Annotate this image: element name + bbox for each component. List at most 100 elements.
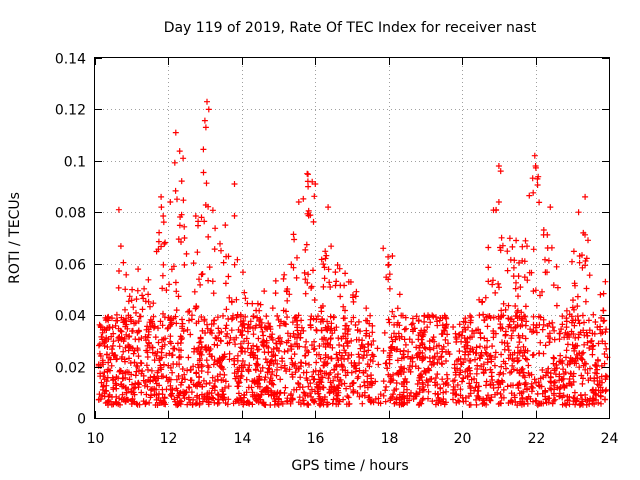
data-point	[219, 393, 226, 400]
data-point	[231, 370, 238, 377]
data-point	[425, 388, 432, 395]
data-point	[305, 271, 312, 278]
data-point	[505, 347, 512, 354]
data-point	[343, 385, 350, 392]
data-point	[445, 382, 452, 388]
data-point	[460, 318, 467, 325]
data-point	[143, 399, 150, 406]
data-point	[260, 332, 267, 339]
data-point	[200, 377, 207, 384]
data-point	[308, 313, 315, 320]
data-point	[363, 330, 370, 337]
data-point	[337, 282, 344, 289]
data-point	[492, 391, 498, 398]
data-point	[258, 391, 265, 398]
data-point	[340, 396, 347, 403]
data-point	[576, 364, 583, 371]
data-point	[256, 383, 263, 390]
data-point	[394, 357, 401, 364]
x-tick-label: 16	[307, 431, 325, 447]
data-point	[301, 390, 308, 397]
data-point	[211, 246, 218, 253]
data-point	[516, 370, 523, 377]
y-tick-label: 0.08	[55, 206, 86, 222]
data-point	[302, 276, 309, 283]
data-point	[505, 302, 512, 309]
data-point	[366, 333, 373, 340]
data-point	[404, 399, 411, 406]
x-tick-label: 12	[160, 431, 178, 447]
data-point	[570, 373, 577, 380]
data-point	[402, 341, 409, 348]
data-point	[203, 395, 210, 402]
data-point	[520, 343, 527, 350]
data-point	[211, 341, 218, 348]
data-point	[461, 324, 468, 331]
data-point	[568, 328, 575, 335]
data-point	[529, 384, 536, 391]
data-point	[113, 393, 120, 400]
data-point	[598, 400, 604, 407]
data-point	[330, 314, 337, 321]
data-point	[198, 271, 205, 278]
data-point	[266, 362, 273, 369]
data-point	[556, 330, 563, 337]
data-point	[364, 373, 371, 380]
data-point	[176, 346, 182, 353]
data-point	[559, 313, 566, 320]
data-point	[106, 354, 112, 361]
data-point	[123, 271, 130, 278]
data-point	[348, 337, 355, 344]
data-point	[473, 401, 480, 408]
data-point	[160, 310, 166, 317]
data-point	[464, 373, 471, 380]
data-point	[288, 346, 295, 353]
data-point	[150, 300, 157, 307]
data-point	[152, 334, 159, 341]
data-point	[115, 325, 122, 332]
data-point	[307, 380, 314, 387]
data-point	[337, 376, 344, 383]
data-point	[135, 266, 142, 273]
data-point	[131, 391, 138, 398]
data-point	[427, 346, 434, 353]
data-point	[564, 393, 571, 400]
data-point	[473, 370, 480, 377]
data-point	[385, 253, 392, 260]
data-point	[570, 398, 577, 405]
data-point	[225, 273, 232, 280]
x-tick-label: 24	[601, 431, 619, 447]
data-point	[400, 351, 407, 358]
data-point	[237, 372, 244, 379]
data-point	[134, 363, 141, 370]
data-point	[427, 319, 434, 326]
data-point	[144, 354, 151, 360]
data-point	[545, 257, 552, 264]
data-point	[434, 318, 440, 325]
data-point	[344, 340, 350, 347]
data-point	[217, 240, 223, 247]
data-point	[350, 388, 357, 395]
data-point	[354, 326, 361, 333]
data-point	[525, 362, 532, 369]
data-point	[132, 372, 139, 379]
data-point	[523, 318, 530, 325]
data-point	[497, 324, 504, 331]
data-point	[197, 350, 204, 357]
data-point	[245, 328, 251, 335]
data-point	[598, 362, 605, 369]
data-point	[103, 388, 110, 395]
data-point	[369, 329, 376, 336]
data-point	[118, 396, 125, 403]
data-point	[196, 276, 202, 283]
data-point	[307, 321, 314, 328]
data-point	[396, 291, 403, 298]
data-point	[580, 229, 587, 236]
data-point	[377, 400, 384, 407]
data-point	[422, 345, 429, 352]
data-point	[317, 367, 324, 374]
data-point	[500, 370, 507, 377]
data-point	[141, 382, 148, 389]
data-point	[300, 195, 307, 202]
data-point	[459, 394, 466, 401]
